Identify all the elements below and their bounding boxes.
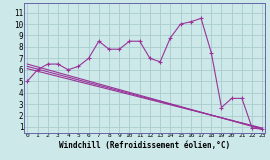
X-axis label: Windchill (Refroidissement éolien,°C): Windchill (Refroidissement éolien,°C) bbox=[59, 141, 230, 150]
